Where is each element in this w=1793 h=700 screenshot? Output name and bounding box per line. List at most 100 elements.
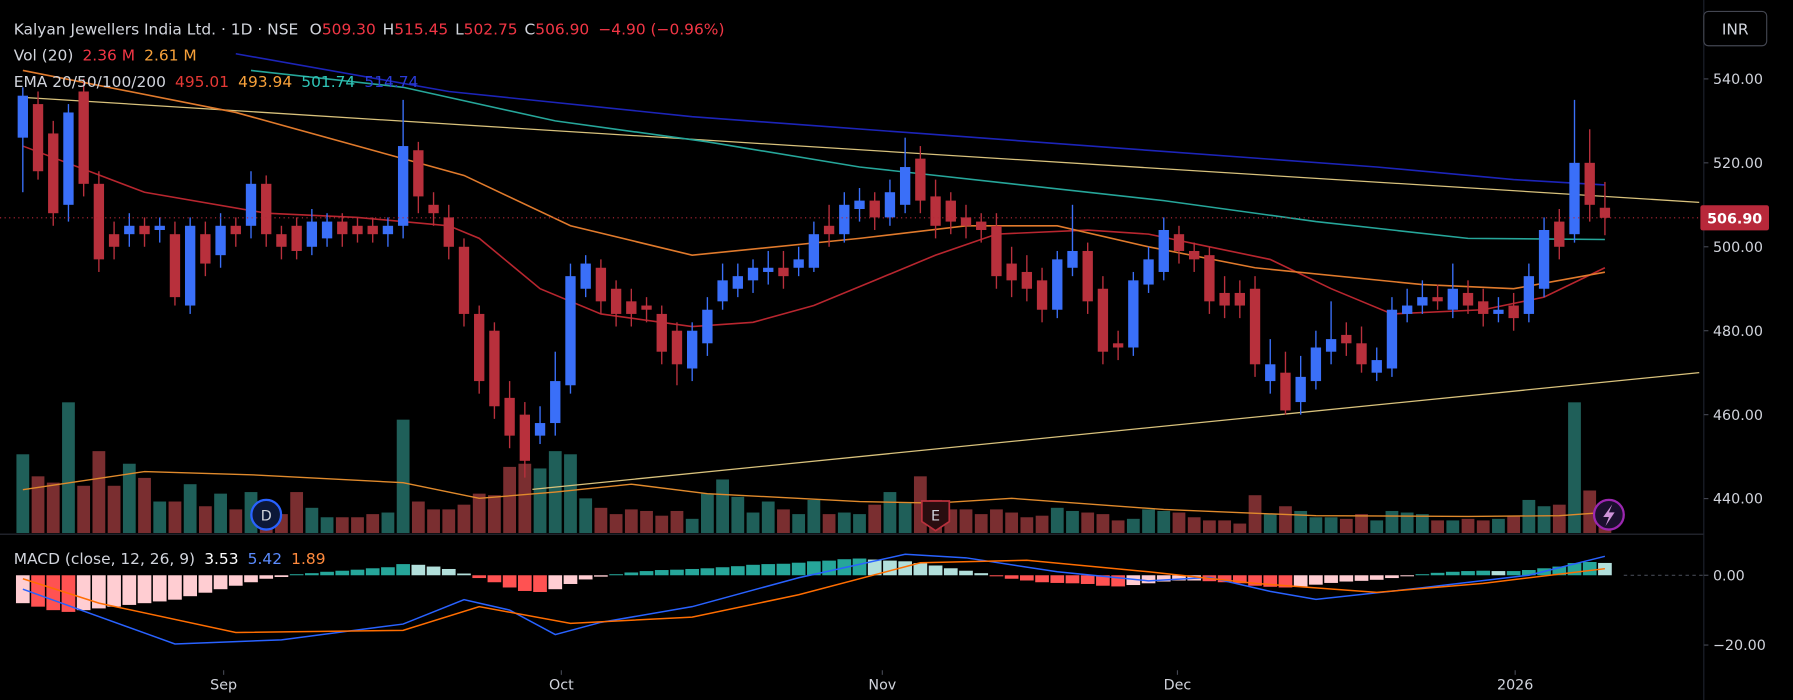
candle-body: [321, 221, 333, 239]
macd-histogram-bar: [365, 568, 380, 576]
volume-bar: [1263, 514, 1277, 534]
y-tick-label: 520.00: [1713, 156, 1763, 172]
volume-bar: [1187, 517, 1201, 534]
candle-body: [717, 280, 728, 302]
macd-histogram-bar: [563, 575, 578, 584]
candle-body: [474, 313, 485, 382]
volume-bar: [990, 509, 1003, 534]
candle-body: [1554, 221, 1565, 247]
candle-body: [32, 104, 44, 172]
indicator-value: 3.53: [204, 550, 238, 568]
candle-body: [626, 301, 637, 314]
volume-bar: [305, 507, 319, 534]
candle-body: [1006, 263, 1017, 281]
volume-bar: [640, 510, 653, 534]
candle-body: [443, 217, 454, 247]
candle-body: [854, 200, 865, 210]
candle-body: [1341, 334, 1352, 344]
volume-bar: [624, 509, 638, 534]
macd-histogram-bar: [335, 570, 350, 576]
macd-histogram-bar: [959, 570, 973, 576]
macd-histogram-bar: [624, 572, 639, 576]
candle-body: [1569, 162, 1580, 235]
candle-body: [261, 183, 272, 235]
volume-bar: [1476, 520, 1490, 534]
macd-histogram-bar: [883, 560, 897, 576]
candle-body: [1280, 372, 1291, 411]
candle-body: [139, 225, 150, 235]
candle-body: [489, 330, 500, 407]
macd-histogram-bar: [1491, 571, 1506, 576]
candle-body: [823, 225, 835, 235]
macd-histogram-bar: [1293, 575, 1308, 587]
macd-histogram-bar: [1172, 575, 1186, 581]
candle-body: [367, 225, 378, 235]
candle-body: [1508, 305, 1519, 319]
volume-bar: [1126, 518, 1140, 534]
volume-bar: [168, 501, 182, 534]
indicator-value: 501.74: [301, 73, 355, 91]
ohlc-label: C: [524, 20, 535, 38]
lightning-glyph: [1603, 504, 1615, 527]
volume-bar: [442, 509, 456, 534]
ohlc-value: 509.30: [322, 20, 376, 38]
volume-bar: [1400, 512, 1414, 534]
macd-histogram-bar: [654, 570, 669, 576]
volume-bar: [229, 509, 243, 534]
ema-line: [235, 52, 1605, 186]
candle-body: [1173, 234, 1185, 251]
macd-y-tick-label: −20.00: [1713, 638, 1766, 654]
volume-bar: [716, 479, 729, 534]
candle-body: [1478, 301, 1489, 314]
candle-body: [656, 313, 667, 352]
candle-body: [306, 221, 318, 247]
volume-bar: [1461, 518, 1475, 534]
candle-body: [1189, 250, 1200, 260]
currency-button[interactable]: [1703, 10, 1768, 47]
volume-bar: [792, 514, 806, 534]
macd-histogram-bar: [1232, 575, 1247, 584]
ohlc-label: O: [310, 20, 322, 38]
volume-bar: [122, 463, 136, 534]
candle-body: [352, 225, 363, 235]
macd-histogram-bar: [396, 564, 410, 576]
candle-body: [200, 234, 211, 264]
macd-histogram-bar: [1065, 575, 1080, 584]
macd-histogram-bar: [548, 575, 563, 590]
macd-histogram-bar: [122, 575, 137, 605]
volume-bar: [472, 493, 486, 534]
y-tick-label: 460.00: [1713, 408, 1763, 424]
candle-body: [641, 305, 652, 310]
volume-bar: [46, 482, 60, 534]
volume-bar: [1005, 512, 1019, 534]
macd-histogram-bar: [1217, 575, 1232, 583]
price-change: −4.90 (−0.96%): [598, 20, 724, 38]
y-tick-label: 480.00: [1713, 324, 1763, 340]
indicator-label: Vol (20): [14, 47, 74, 65]
macd-histogram-bar: [715, 567, 730, 576]
candle-body: [610, 288, 622, 314]
candle-body: [78, 91, 89, 184]
volume-bar: [670, 510, 684, 534]
macd-histogram-bar: [943, 568, 958, 576]
candle-body: [1493, 309, 1504, 314]
macd-histogram-bar: [1400, 575, 1415, 577]
candle-body: [763, 267, 774, 272]
macd-histogram-bar: [1522, 570, 1536, 576]
candle-body: [519, 414, 531, 461]
candle-body: [124, 225, 135, 235]
candle-body: [382, 225, 394, 235]
volume-bar: [822, 514, 836, 534]
macd-histogram-bar: [1415, 574, 1430, 576]
volume-bar: [518, 463, 532, 534]
candle-body: [808, 234, 820, 268]
macd-histogram-bar: [183, 575, 198, 597]
y-tick-label: 440.00: [1713, 492, 1763, 508]
candle-body: [1417, 297, 1428, 306]
volume-bar: [183, 484, 197, 534]
volume-bar: [868, 504, 882, 534]
macd-histogram-bar: [289, 574, 304, 576]
volume-bar: [396, 419, 410, 534]
candle-body: [1219, 292, 1230, 306]
volume-bar: [1446, 520, 1460, 534]
